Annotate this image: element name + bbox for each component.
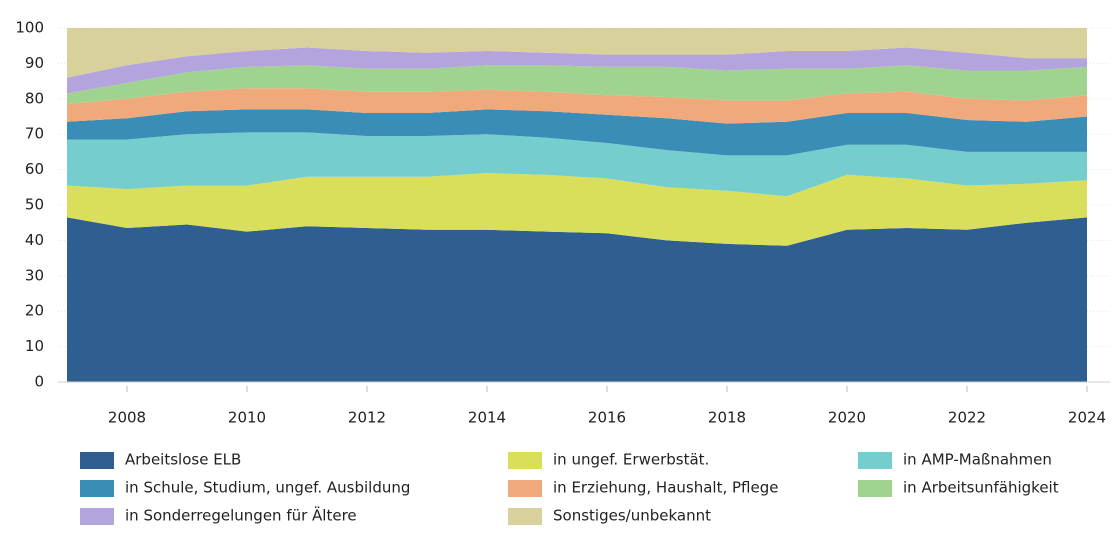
legend-swatch xyxy=(508,452,542,469)
legend-swatch xyxy=(858,452,892,469)
legend-label: Sonstiges/unbekannt xyxy=(553,507,711,525)
x-tick-label: 2018 xyxy=(708,409,746,427)
area xyxy=(67,173,1087,246)
x-tick-label: 2016 xyxy=(588,409,626,427)
y-tick-label: 60 xyxy=(25,160,44,178)
area xyxy=(67,47,1087,94)
area xyxy=(67,132,1087,197)
area xyxy=(67,109,1087,156)
legend-label: in AMP-Maßnahmen xyxy=(903,451,1052,469)
legend-swatch xyxy=(508,508,542,525)
y-tick-label: 100 xyxy=(15,19,44,37)
legend-swatch xyxy=(858,480,892,497)
legend-label: Arbeitslose ELB xyxy=(125,451,241,469)
y-tick-label: 40 xyxy=(25,231,44,249)
legend-label: in Erziehung, Haushalt, Pflege xyxy=(553,479,778,497)
legend-swatch xyxy=(80,452,114,469)
x-tick-label: 2010 xyxy=(228,409,266,427)
y-tick-label: 20 xyxy=(25,302,44,320)
x-tick-label: 2022 xyxy=(948,409,986,427)
legend-label: in ungef. Erwerbstät. xyxy=(553,451,709,469)
area xyxy=(67,88,1087,124)
y-tick-label: 90 xyxy=(25,54,44,72)
y-tick-label: 80 xyxy=(25,89,44,107)
area xyxy=(67,65,1087,105)
y-tick-label: 70 xyxy=(25,125,44,143)
legend-label: in Sonderregelungen für Ältere xyxy=(125,506,357,525)
area xyxy=(67,28,1087,78)
x-tick-label: 2024 xyxy=(1068,409,1106,427)
legend-label: in Schule, Studium, ungef. Ausbildung xyxy=(125,479,410,497)
x-tick-label: 2008 xyxy=(108,409,146,427)
legend-label: in Arbeitsunfähigkeit xyxy=(903,479,1059,497)
area xyxy=(67,217,1087,382)
y-tick-label: 10 xyxy=(25,337,44,355)
x-tick-label: 2014 xyxy=(468,409,506,427)
y-tick-label: 50 xyxy=(25,196,44,214)
legend-swatch xyxy=(80,508,114,525)
legend-swatch xyxy=(80,480,114,497)
legend-swatch xyxy=(508,480,542,497)
y-tick-label: 30 xyxy=(25,266,44,284)
y-tick-label: 0 xyxy=(34,373,44,391)
x-tick-label: 2020 xyxy=(828,409,866,427)
x-tick-label: 2012 xyxy=(348,409,386,427)
